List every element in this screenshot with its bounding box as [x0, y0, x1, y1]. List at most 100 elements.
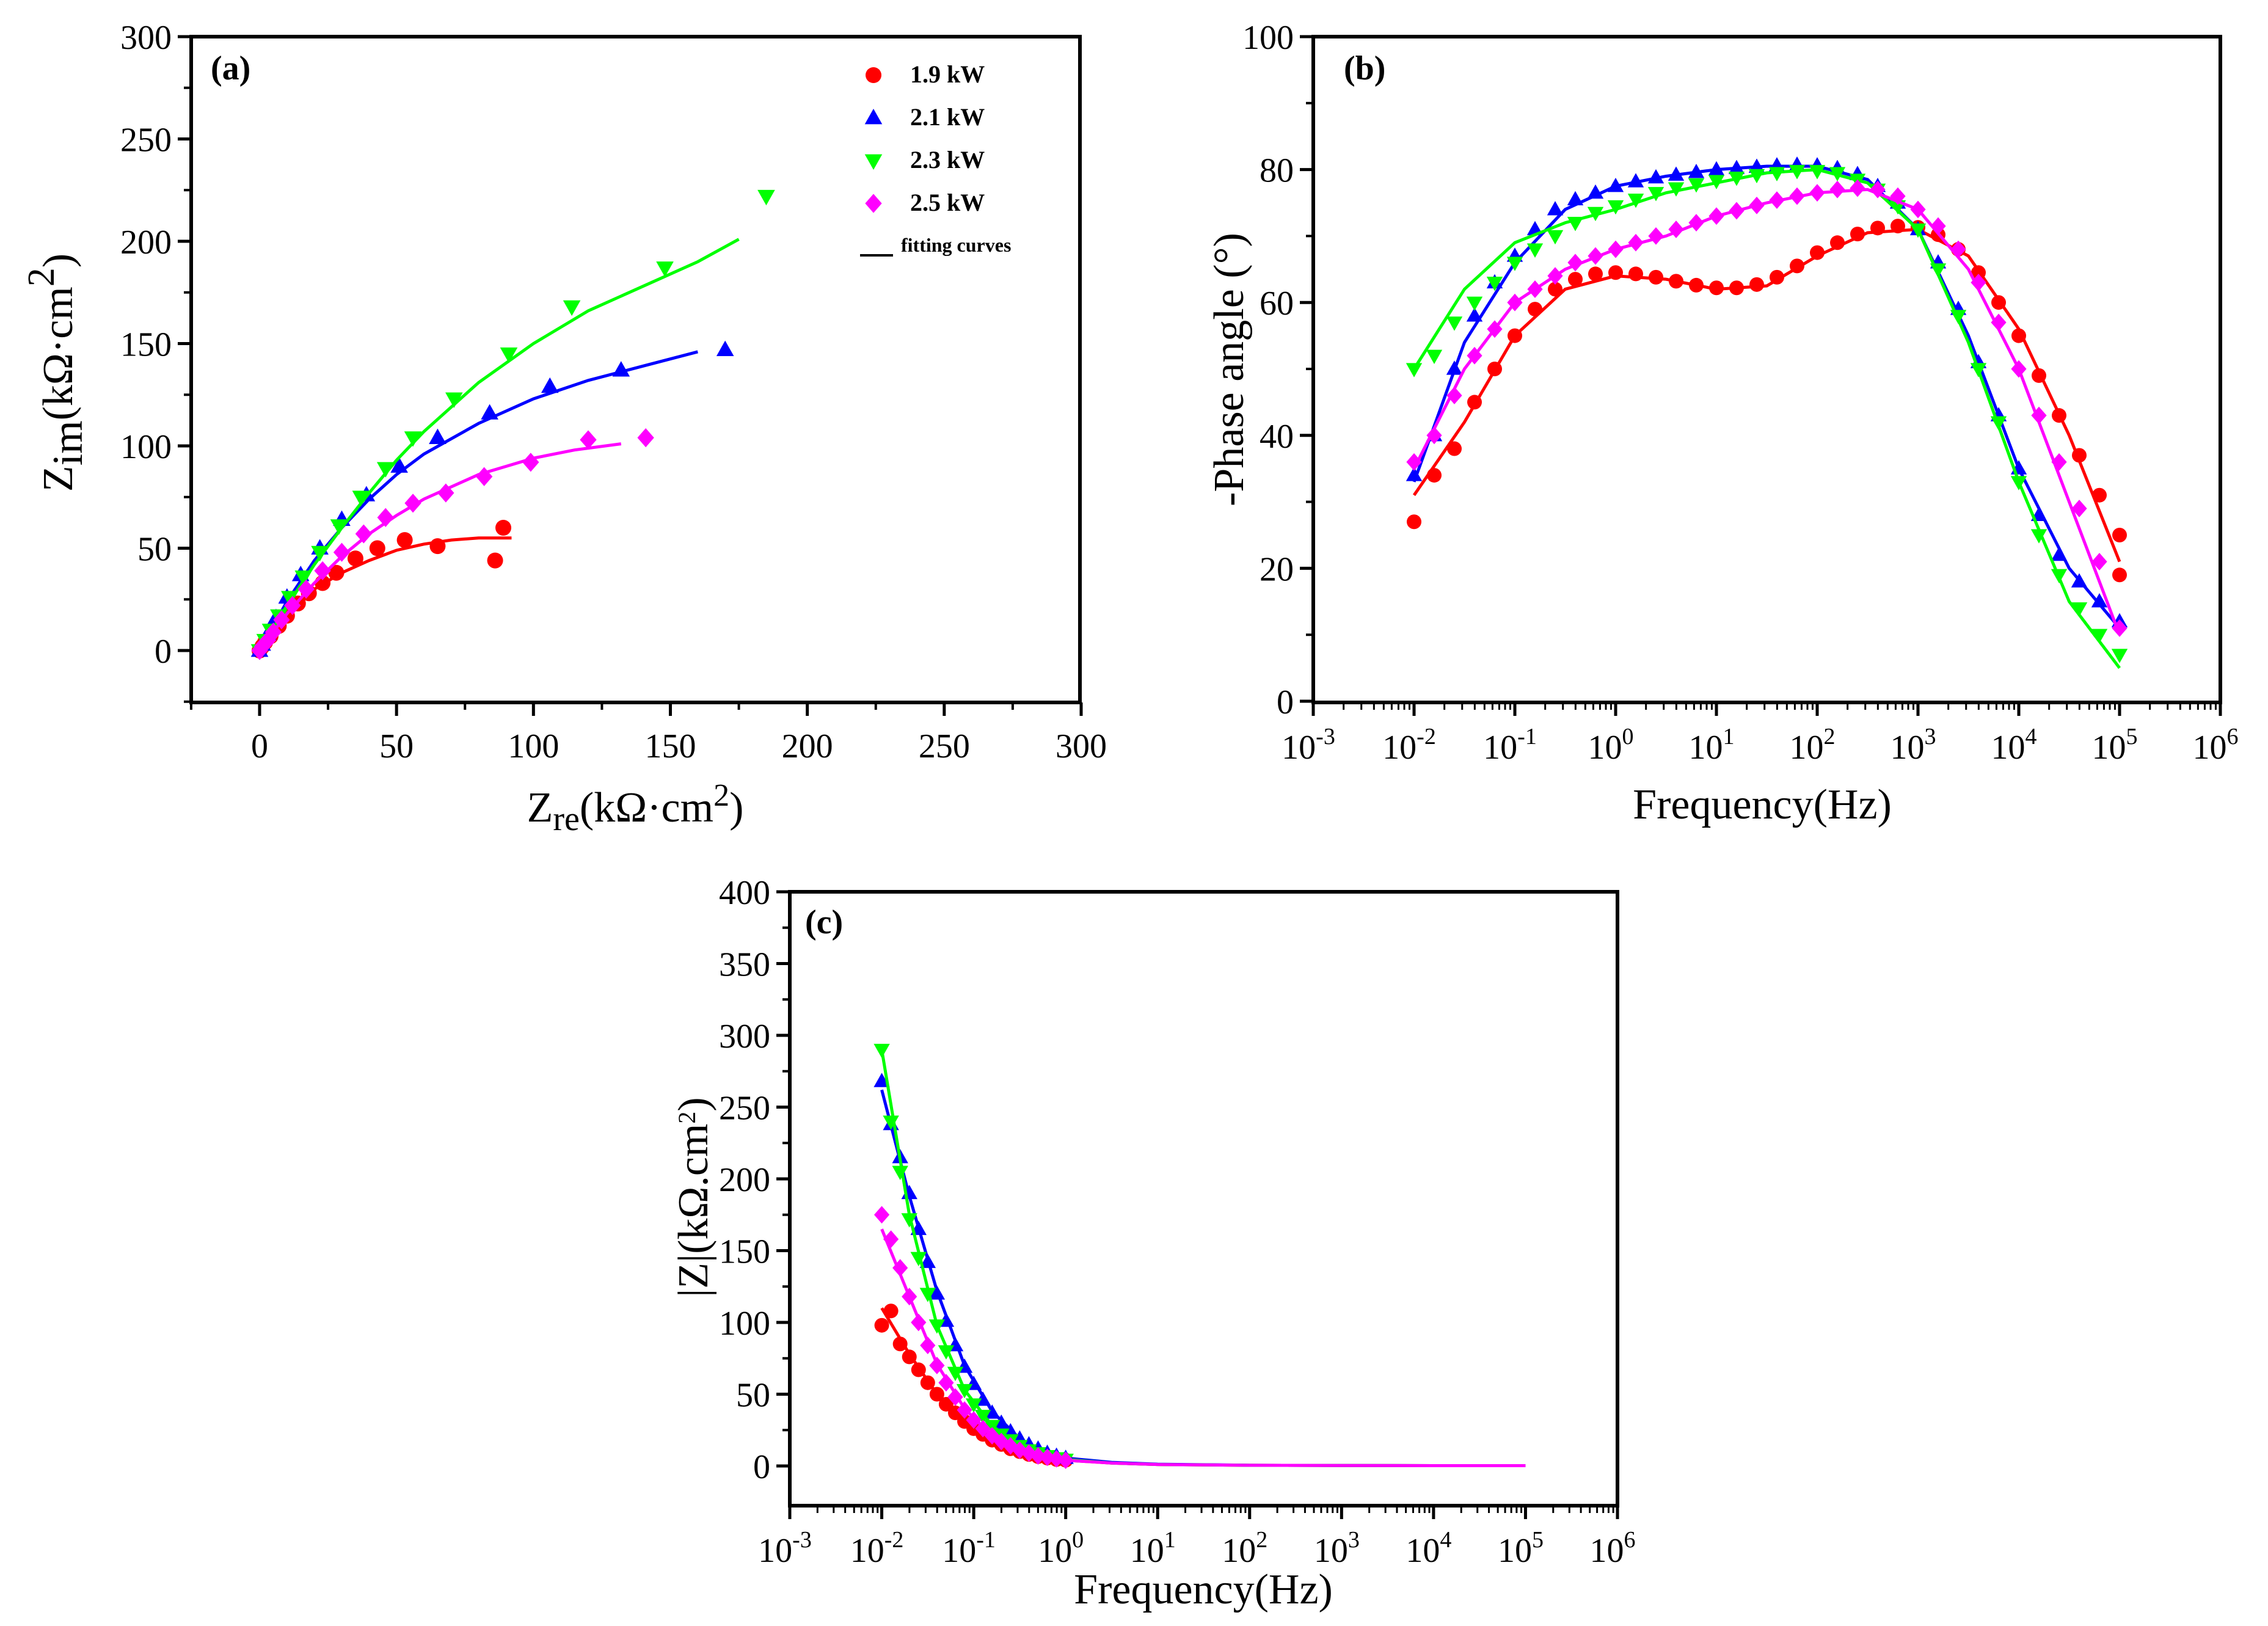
panel-a-series — [250, 189, 775, 660]
data-point — [1548, 282, 1562, 297]
data-point — [2091, 629, 2108, 643]
data-point — [1970, 363, 1987, 377]
data-point — [273, 610, 290, 630]
series-2-5-kw — [1406, 179, 2128, 637]
series-1-9-kw — [1407, 219, 2127, 583]
data-point — [1508, 328, 1522, 343]
data-point — [1668, 221, 1684, 238]
data-point — [264, 622, 282, 642]
data-point — [2010, 476, 2027, 490]
data-point — [2052, 408, 2066, 423]
data-point — [874, 1318, 889, 1333]
data-point — [1971, 265, 1986, 280]
data-point — [1467, 346, 1482, 365]
data-point — [2112, 528, 2127, 542]
x-tick-label: 10-2 — [850, 1527, 904, 1570]
x-tick-label: 103 — [1314, 1527, 1360, 1570]
y-tick-label: 100 — [1242, 19, 1294, 57]
data-point — [1909, 223, 1927, 238]
data-point — [1950, 310, 1967, 324]
x-tick-label: 105 — [1498, 1527, 1544, 1570]
panel-a-nyquist-plot: 0 50 100 150 200 250 300 0 50 100 150 200 250 300 (a)… — [21, 19, 1107, 838]
data-point — [1406, 467, 1423, 481]
x-tick-label: 106 — [1590, 1527, 1636, 1570]
data-point — [487, 552, 503, 569]
data-point — [1058, 1451, 1074, 1469]
series-1-9-kw — [252, 520, 512, 658]
fit-curve-2-3-kw — [258, 238, 740, 652]
panel-c-axes: 10-3 10-2 10-1 100 101 102 103 104 105 106 0 50 100 1… — [719, 874, 1636, 1570]
data-point — [404, 431, 422, 447]
data-point — [1567, 191, 1584, 206]
data-point — [311, 545, 329, 562]
panel-b-ylabel: -Phase angle (°) — [1206, 233, 1253, 506]
data-point — [1810, 245, 1825, 260]
data-point — [1608, 265, 1623, 280]
data-point — [1426, 349, 1443, 365]
y-tick-label: 200 — [719, 1161, 770, 1199]
y-tick-label: 400 — [719, 874, 770, 912]
data-point — [1728, 172, 1745, 186]
data-point — [1768, 167, 1785, 181]
data-point — [1829, 167, 1846, 181]
data-point — [1729, 202, 1745, 220]
data-point — [355, 524, 373, 544]
data-point — [429, 428, 447, 444]
data-point — [1870, 180, 1886, 199]
data-point — [656, 261, 674, 277]
data-point — [716, 340, 734, 356]
data-point — [1406, 453, 1422, 471]
x-tick-label: 102 — [1790, 724, 1836, 767]
legend-label-1-9kw: 1.9 kW — [910, 60, 985, 88]
data-point — [1406, 363, 1423, 377]
panel-c-bode-modulus-plot: 10-3 10-2 10-1 100 101 102 103 104 105 106 0 50 100 1… — [670, 874, 1636, 1613]
data-point — [2032, 368, 2046, 383]
data-point — [2051, 546, 2068, 561]
data-point — [911, 1362, 926, 1377]
data-point — [910, 1252, 927, 1267]
panel-a-xlabel: Zre(kΩ·cm2) — [527, 778, 744, 838]
data-point — [2111, 649, 2128, 663]
data-point — [1588, 266, 1603, 282]
data-point — [1567, 253, 1583, 272]
series-2-5-kw — [873, 1206, 1526, 1469]
y-tick-label: 0 — [1277, 684, 1294, 721]
data-point — [1567, 217, 1584, 232]
data-point — [883, 1303, 899, 1319]
data-point — [347, 550, 363, 567]
data-point — [352, 490, 370, 506]
fit-curve-2-1-kw — [1412, 164, 2121, 629]
legend-marker-2-5-kw — [865, 194, 882, 213]
data-point — [873, 1073, 890, 1087]
panel-c-series — [873, 1043, 1526, 1469]
data-point — [1728, 159, 1745, 175]
data-point — [330, 519, 348, 535]
data-point — [1427, 468, 1442, 483]
data-point — [1708, 207, 1724, 225]
data-point — [377, 508, 394, 527]
data-point — [1708, 161, 1725, 176]
series-2-1-kw — [1406, 156, 2128, 629]
data-point — [892, 1259, 908, 1277]
data-point — [883, 1115, 899, 1130]
x-tick-label: 106 — [2193, 724, 2239, 767]
data-point — [1002, 1423, 1019, 1438]
data-point — [522, 453, 539, 472]
data-point — [1648, 227, 1664, 245]
x-tick-label: 150 — [645, 727, 696, 765]
series-2-3-kw — [1406, 165, 2128, 669]
data-point — [1547, 230, 1564, 245]
data-point — [892, 1165, 908, 1181]
x-tick-label: 10-3 — [1282, 724, 1335, 767]
data-point — [1850, 179, 1865, 197]
data-point — [1668, 182, 1685, 197]
data-point — [1870, 221, 1885, 236]
data-point — [1627, 173, 1644, 188]
data-point — [1608, 240, 1624, 258]
data-point — [1527, 280, 1543, 298]
data-point — [2011, 328, 2026, 343]
data-point — [993, 1414, 1010, 1429]
data-point — [1770, 269, 1784, 285]
x-tick-label: 101 — [1689, 724, 1735, 767]
fit-curve-1-9-kw — [1412, 227, 2121, 563]
